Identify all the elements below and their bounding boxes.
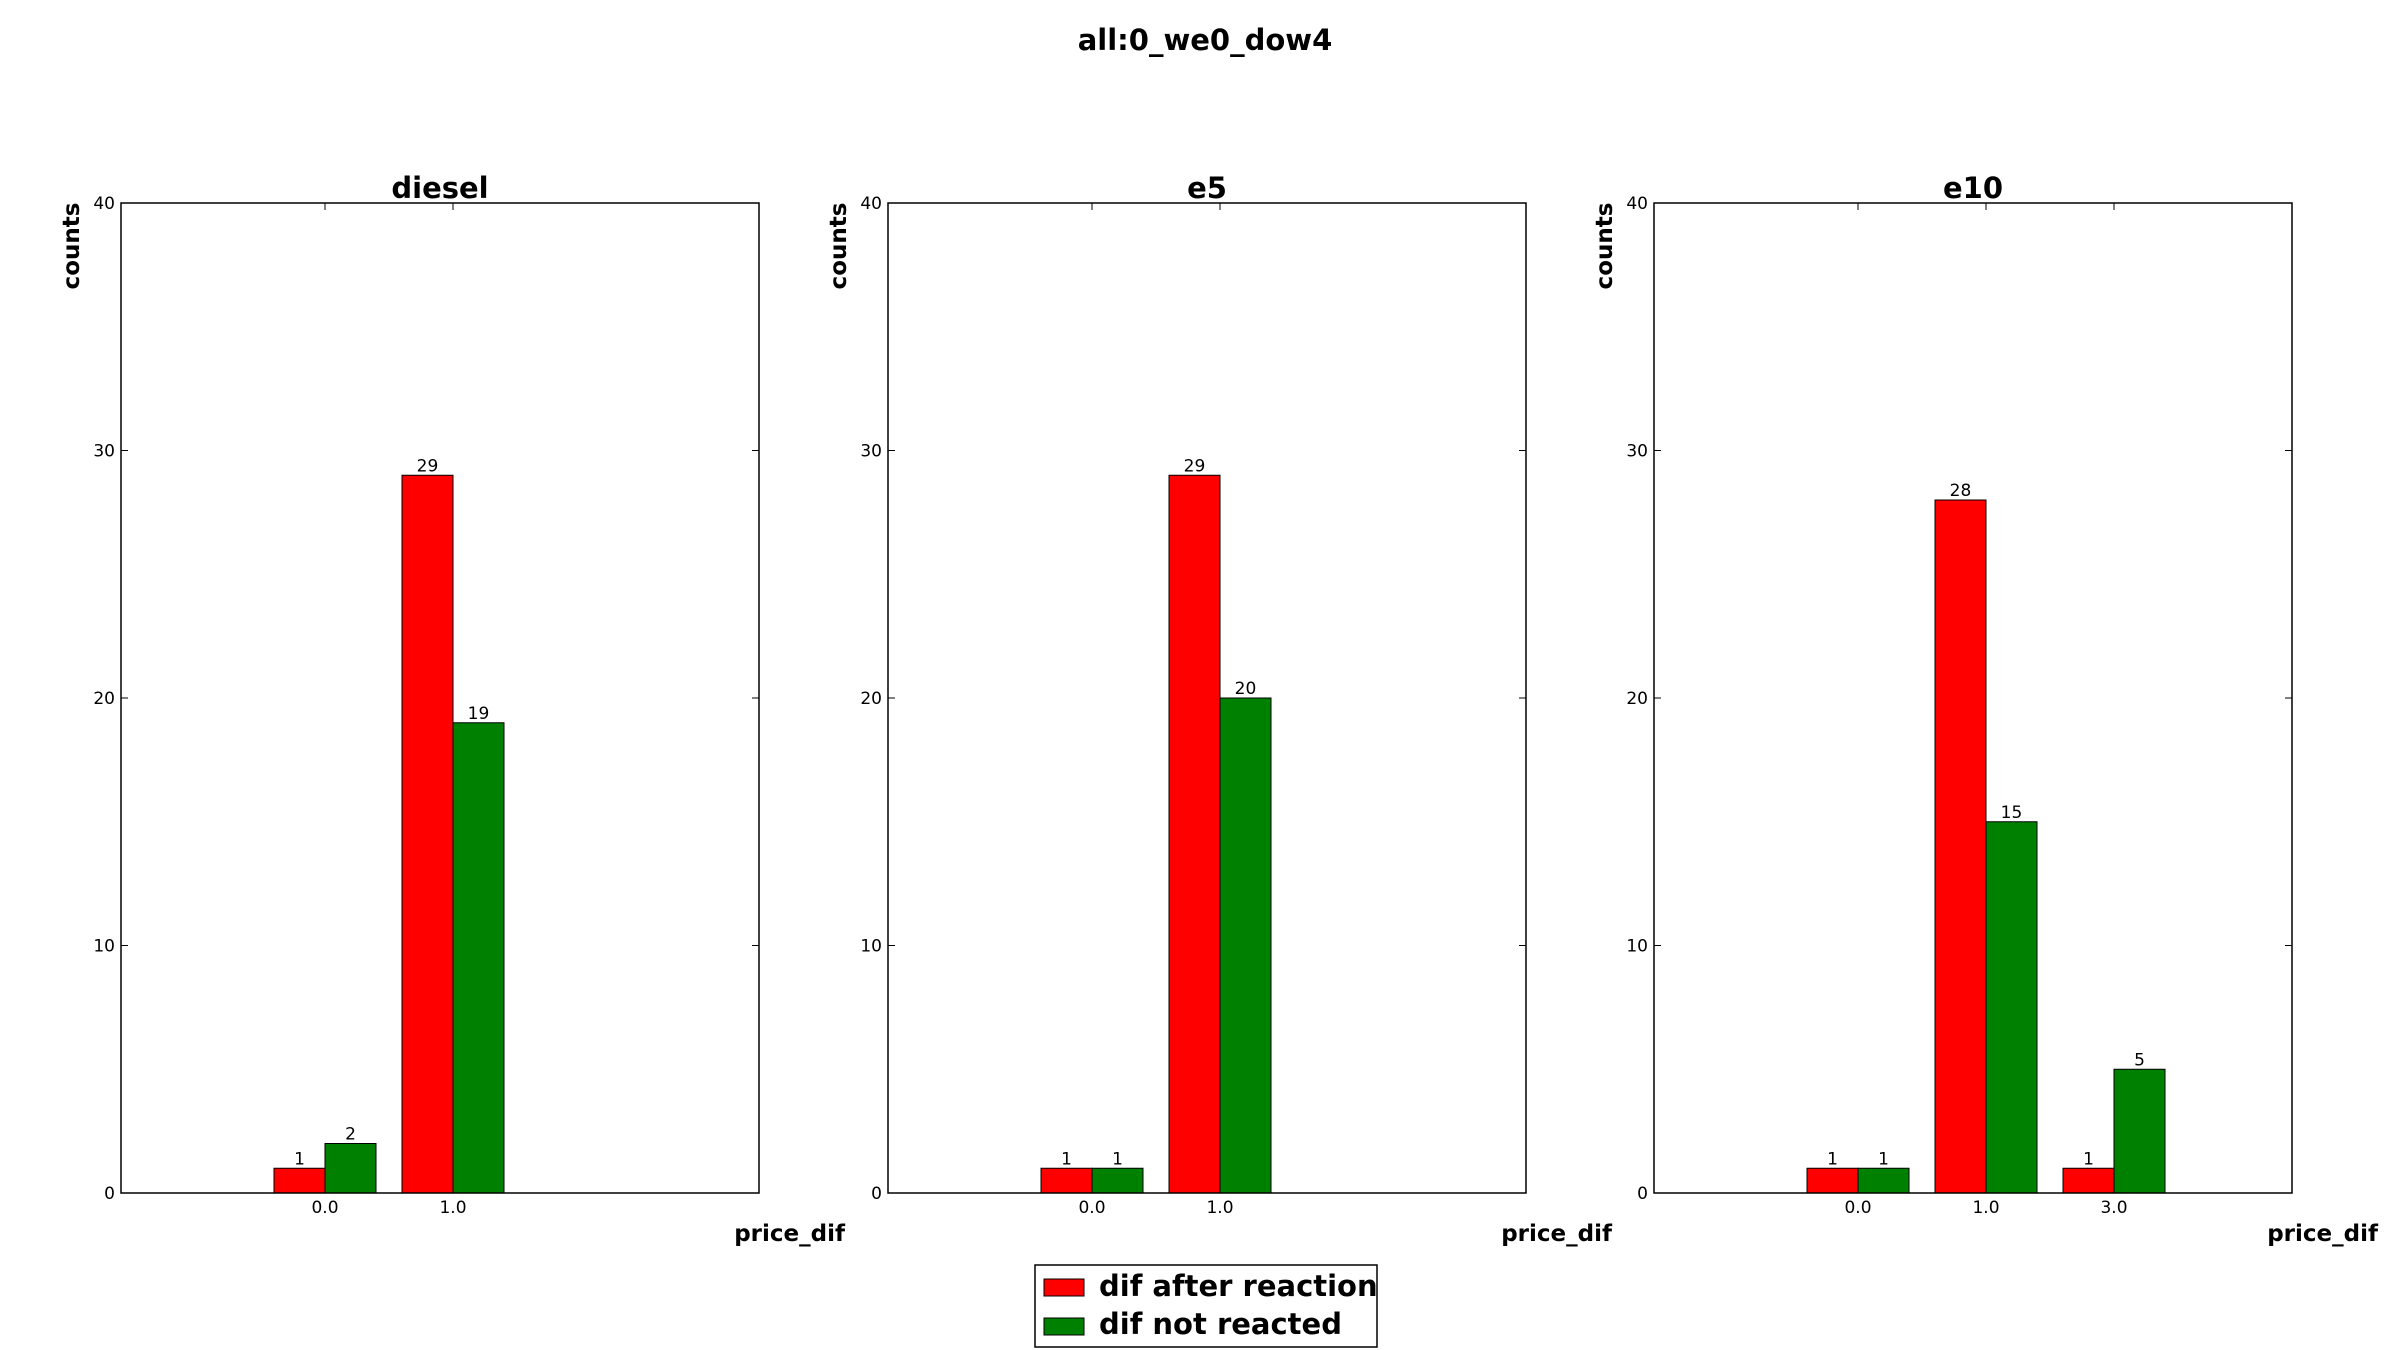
x-axis-label-diesel: price_dif: [734, 1221, 846, 1247]
bar-diesel-0.0-series-0: [273, 1167, 326, 1194]
data-label-e10-1.0-series-0: 28: [1950, 481, 1972, 501]
data-label-e10-1.0-series-1: 15: [2001, 803, 2023, 823]
data-label-diesel-0.0-series-1: 2: [345, 1125, 356, 1145]
x-axis-label-e10: price_dif: [2267, 1221, 2379, 1247]
panel-e10: 1 28 1 1 15 5 0 10 20 30 40 0.0 1.0 3.0 e10 counts price…: [1592, 171, 2379, 1247]
y-tick-label-e10: 0: [1637, 1184, 1648, 1204]
data-label-e5-1.0-series-0: 29: [1184, 456, 1206, 476]
data-label-e5-0.0-series-1: 1: [1112, 1149, 1123, 1169]
figure-title: all:0_we0_dow4: [1078, 23, 1333, 57]
data-label-diesel-1.0-series-1: 19: [468, 704, 490, 724]
legend-label-dif-not-reacted: dif not reacted: [1099, 1307, 1342, 1341]
bar-e10-1.0-series-1: [1985, 821, 2038, 1194]
x-tick-label-e5: 1.0: [1206, 1198, 1233, 1218]
bar-e5-0.0-series-0: [1040, 1167, 1093, 1194]
x-tick-label-e10: 0.0: [1844, 1198, 1871, 1218]
panel-e5: 1 29 1 20 0 10 20 30 40 0.0 1.0 e5 counts price_dif: [826, 171, 1613, 1247]
panel-diesel: 1 29 2 19 0 10 20 30 40 0.0 1.0 diesel counts price_d…: [59, 171, 846, 1247]
x-tick-label-e10: 1.0: [1972, 1198, 1999, 1218]
legend: dif after reaction dif not reacted: [1034, 1264, 1378, 1348]
legend-box: [1034, 1264, 1378, 1348]
legend-swatch-dif-not-reacted: [1043, 1317, 1085, 1336]
x-axis-label-e5: price_dif: [1501, 1221, 1613, 1247]
y-tick-label-e10: 30: [1626, 442, 1648, 462]
data-label-e10-0.0-series-0: 1: [1827, 1149, 1838, 1169]
y-tick-label-e5: 20: [860, 689, 882, 709]
bar-e10-0.0-series-0: [1806, 1167, 1859, 1194]
bar-e10-3.0-series-0: [2062, 1167, 2115, 1194]
bar-diesel-1.0-series-1: [452, 722, 505, 1194]
y-tick-label-e10: 40: [1626, 194, 1648, 214]
bar-diesel-1.0-series-0: [401, 474, 454, 1194]
y-axis-label-diesel: counts: [59, 203, 85, 290]
bar-e10-1.0-series-0: [1934, 499, 1987, 1194]
data-label-e5-0.0-series-0: 1: [1061, 1149, 1072, 1169]
y-tick-label-e5: 30: [860, 442, 882, 462]
y-tick-label-diesel: 30: [93, 442, 115, 462]
bar-e5-1.0-series-0: [1168, 474, 1221, 1194]
y-tick-label-diesel: 10: [93, 937, 115, 957]
y-axis-label-e5: counts: [826, 203, 852, 290]
data-label-diesel-1.0-series-0: 29: [417, 456, 439, 476]
y-tick-label-diesel: 40: [93, 194, 115, 214]
y-tick-label-diesel: 0: [104, 1184, 115, 1204]
y-tick-label-e5: 0: [871, 1184, 882, 1204]
panel-title-diesel: diesel: [391, 171, 488, 205]
panel-title-e5: e5: [1187, 171, 1227, 205]
bar-e10-3.0-series-1: [2113, 1068, 2166, 1194]
x-tick-label-e10: 3.0: [2100, 1198, 2127, 1218]
data-label-diesel-0.0-series-0: 1: [294, 1149, 305, 1169]
y-tick-label-diesel: 20: [93, 689, 115, 709]
x-tick-label-e5: 0.0: [1078, 1198, 1105, 1218]
x-tick-label-diesel: 1.0: [439, 1198, 466, 1218]
x-tick-label-diesel: 0.0: [311, 1198, 338, 1218]
bar-e5-0.0-series-1: [1091, 1167, 1144, 1194]
bar-diesel-0.0-series-1: [324, 1143, 377, 1194]
y-tick-label-e5: 40: [860, 194, 882, 214]
y-tick-label-e5: 10: [860, 937, 882, 957]
y-tick-label-e10: 20: [1626, 689, 1648, 709]
bar-e5-1.0-series-1: [1219, 697, 1272, 1194]
data-label-e5-1.0-series-1: 20: [1235, 679, 1257, 699]
y-tick-label-e10: 10: [1626, 937, 1648, 957]
data-label-e10-3.0-series-0: 1: [2083, 1149, 2094, 1169]
legend-label-dif-after-reaction: dif after reaction: [1099, 1269, 1378, 1303]
legend-swatch-dif-after-reaction: [1043, 1278, 1085, 1297]
bar-e10-0.0-series-1: [1857, 1167, 1910, 1194]
panel-title-e10: e10: [1943, 171, 2003, 205]
data-label-e10-0.0-series-1: 1: [1878, 1149, 1889, 1169]
y-axis-label-e10: counts: [1592, 203, 1618, 290]
data-label-e10-3.0-series-1: 5: [2134, 1050, 2145, 1070]
